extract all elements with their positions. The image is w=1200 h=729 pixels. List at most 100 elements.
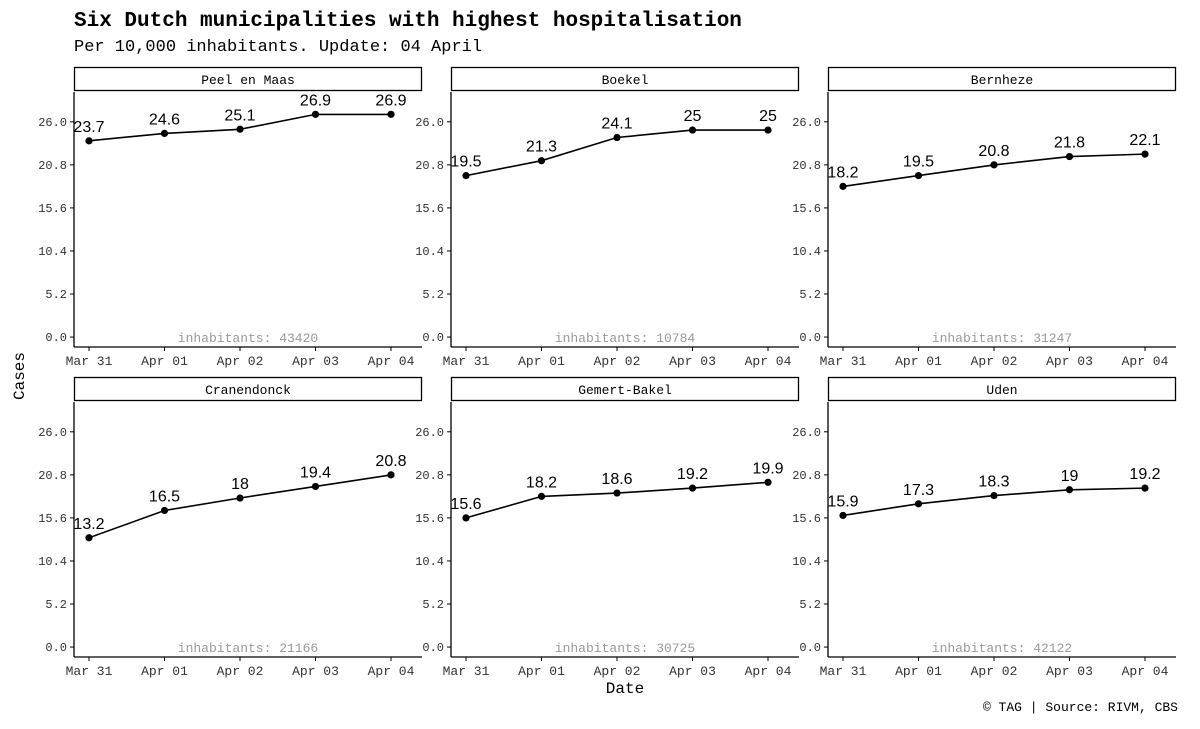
y-tick-label: 20.8: [38, 159, 67, 173]
y-tick-label: 15.6: [38, 512, 67, 526]
data-point: [537, 492, 546, 500]
data-label: 21.3: [526, 139, 557, 156]
data-label: 20.8: [375, 453, 406, 470]
data-label: 15.6: [450, 496, 481, 513]
y-tick-label: 15.6: [415, 202, 444, 216]
inhabitants-annotation: inhabitants: 30725: [555, 641, 695, 656]
x-tick-label: Apr 01: [895, 664, 942, 679]
y-tick-label: 26.0: [415, 116, 444, 130]
x-tick-label: Apr 03: [1046, 664, 1093, 679]
data-point: [613, 133, 621, 142]
y-tick-label: 0.0: [799, 331, 821, 345]
data-point: [387, 110, 395, 118]
facet-strip: [450, 66, 800, 92]
y-tick-label: 0.0: [799, 641, 821, 655]
x-tick-label: Apr 01: [141, 354, 188, 369]
x-tick-label: Mar 31: [443, 664, 490, 679]
data-point: [839, 511, 847, 520]
data-label: 19.9: [752, 460, 783, 477]
data-point: [85, 534, 93, 542]
x-tick-label: Apr 04: [368, 354, 415, 369]
y-tick-label: 5.2: [45, 598, 67, 612]
y-tick-label: 0.0: [422, 641, 444, 655]
data-label: 16.5: [149, 488, 180, 505]
data-label: 19.2: [1129, 466, 1160, 483]
x-tick-label: Mar 31: [820, 354, 867, 369]
facet-title: Uden: [986, 383, 1017, 398]
data-label: 18.2: [827, 164, 858, 181]
y-tick-label: 15.6: [415, 512, 444, 526]
data-label: 20.8: [978, 143, 1009, 160]
data-point: [764, 478, 772, 486]
facet-title: Boekel: [602, 73, 649, 88]
y-tick-label: 20.8: [38, 469, 67, 483]
data-point: [1065, 486, 1074, 494]
x-tick-label: Apr 03: [292, 354, 339, 369]
facet-title: Bernheze: [971, 73, 1033, 88]
x-tick-label: Apr 02: [594, 664, 641, 679]
data-point: [914, 500, 923, 508]
data-label: 15.9: [827, 493, 858, 510]
x-tick-label: Mar 31: [443, 354, 490, 369]
data-point: [85, 137, 93, 145]
data-point: [1065, 152, 1074, 161]
y-tick-label: 20.8: [415, 469, 444, 483]
y-tick-label: 5.2: [45, 288, 67, 302]
x-tick-label: Apr 04: [745, 664, 792, 679]
data-point: [462, 514, 470, 522]
data-point: [990, 161, 998, 169]
y-tick-label: 5.2: [799, 598, 821, 612]
x-tick-label: Apr 02: [971, 354, 1018, 369]
y-tick-label: 10.4: [38, 245, 67, 259]
y-tick-label: 0.0: [422, 331, 444, 345]
data-label: 22.1: [1129, 132, 1160, 149]
data-point: [462, 172, 470, 180]
x-tick-label: Apr 04: [1122, 664, 1169, 679]
x-tick-label: Apr 04: [368, 664, 415, 679]
data-point: [764, 126, 772, 134]
data-label: 18.6: [601, 471, 632, 488]
data-label: 19.2: [677, 466, 708, 483]
y-tick-label: 26.0: [792, 116, 821, 130]
y-tick-label: 0.0: [45, 641, 67, 655]
y-tick-label: 10.4: [38, 555, 67, 569]
y-tick-label: 26.0: [792, 426, 821, 440]
data-point: [1141, 150, 1149, 158]
y-tick-label: 10.4: [415, 245, 444, 259]
data-label: 25.1: [224, 107, 255, 124]
inhabitants-annotation: inhabitants: 10784: [555, 331, 696, 346]
y-tick-label: 15.6: [38, 202, 67, 216]
chart-title: Six Dutch municipalities with highest ho…: [74, 10, 742, 33]
x-tick-label: Apr 03: [669, 354, 716, 369]
facet-strip: [450, 376, 800, 402]
x-tick-label: Apr 04: [745, 354, 792, 369]
data-point: [537, 157, 546, 165]
data-label: 21.8: [1054, 135, 1085, 152]
x-tick-label: Apr 01: [518, 354, 565, 369]
data-label: 19.5: [450, 154, 481, 171]
data-label: 18.3: [978, 474, 1009, 491]
x-tick-label: Mar 31: [66, 664, 113, 679]
data-label: 25: [759, 108, 777, 125]
y-tick-label: 20.8: [415, 159, 444, 173]
x-tick-label: Apr 01: [895, 354, 942, 369]
x-tick-label: Apr 01: [518, 664, 565, 679]
facet-strip: [827, 376, 1177, 402]
data-label: 17.3: [903, 482, 934, 499]
facet-title: Gemert-Bakel: [578, 383, 672, 398]
facet-strip: [73, 66, 423, 92]
x-tick-label: Apr 02: [594, 354, 641, 369]
data-label: 23.7: [73, 119, 104, 136]
data-label: 19.4: [300, 464, 331, 481]
y-tick-label: 10.4: [415, 555, 444, 569]
data-label: 19: [1061, 468, 1079, 485]
x-tick-label: Apr 03: [292, 664, 339, 679]
data-point: [839, 182, 847, 190]
data-point: [236, 125, 244, 133]
facet-title: Peel en Maas: [201, 73, 295, 88]
data-point: [688, 126, 697, 134]
data-point: [688, 484, 697, 492]
y-tick-label: 5.2: [422, 598, 444, 612]
y-tick-label: 26.0: [415, 426, 444, 440]
data-label: 18.2: [526, 474, 557, 491]
